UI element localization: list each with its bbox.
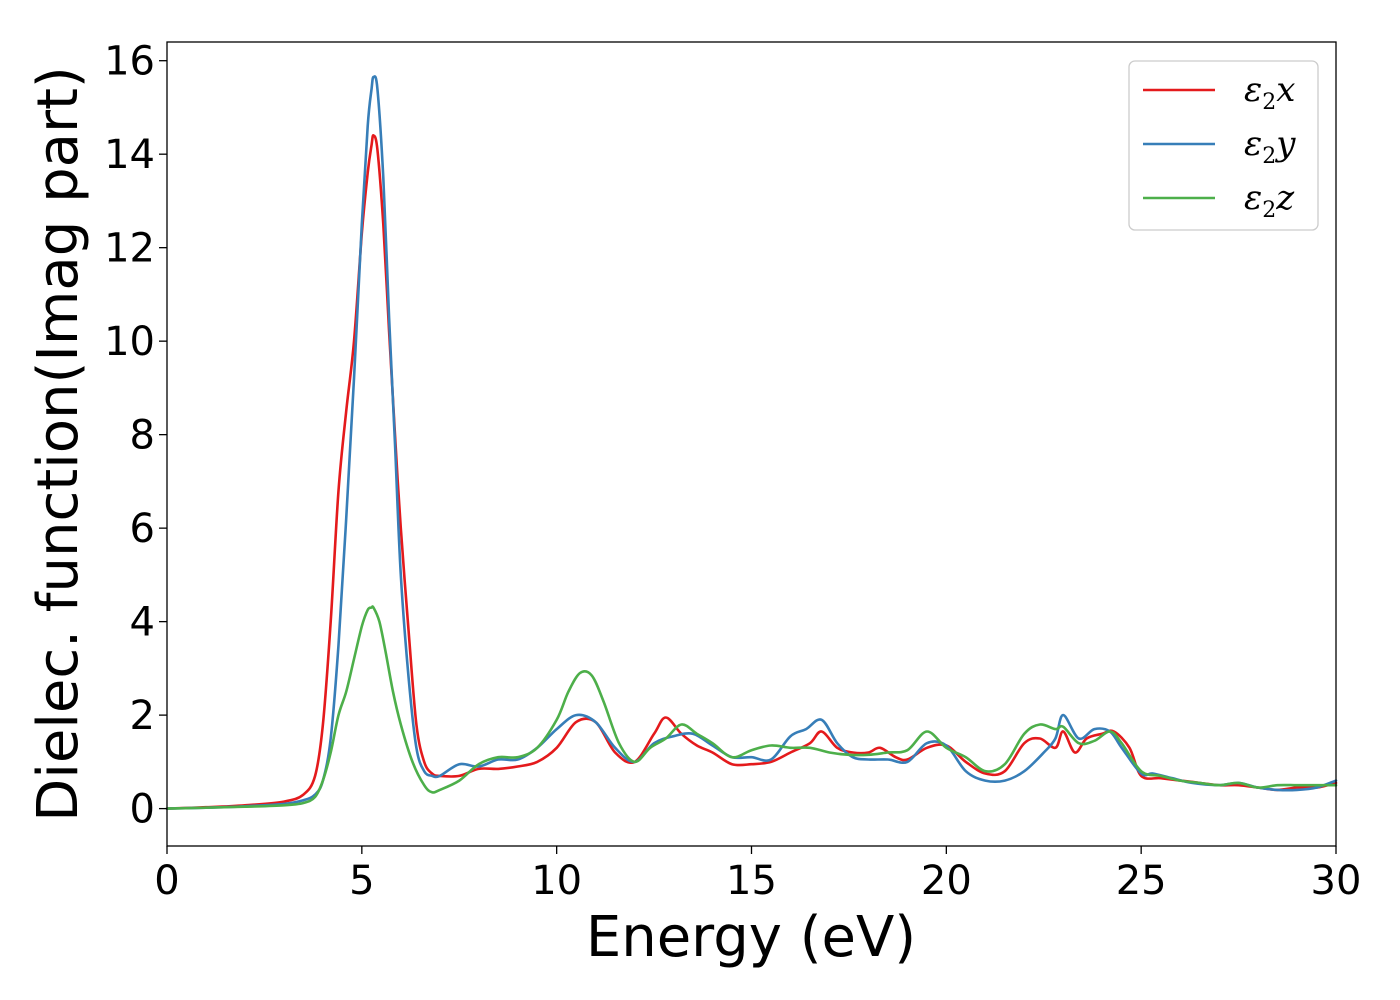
y-tick-label: 16 xyxy=(104,39,155,85)
series-line-x xyxy=(165,134,1338,810)
legend: ε2x ε2y ε2z xyxy=(1128,60,1319,231)
series-line-z xyxy=(165,605,1338,810)
y-axis-ticks: 0 2 4 6 8 10 12 14 16 xyxy=(104,39,167,833)
legend-label-z: ε2z xyxy=(1244,178,1295,223)
y-axis-title: Dielec. function(Imag part) xyxy=(26,66,91,822)
y-tick-label: 10 xyxy=(104,319,155,365)
y-tick-label: 14 xyxy=(104,132,155,178)
x-axis-title: Energy (eV) xyxy=(586,905,916,970)
y-tick-label: 2 xyxy=(130,693,155,739)
y-tick-label: 12 xyxy=(104,226,155,272)
x-tick-label: 15 xyxy=(726,858,777,904)
x-tick-label: 5 xyxy=(349,858,374,904)
x-tick-label: 10 xyxy=(531,858,582,904)
legend-label-y: ε2y xyxy=(1244,124,1296,169)
legend-box xyxy=(1128,60,1319,231)
plot-lines xyxy=(165,75,1338,810)
x-tick-label: 30 xyxy=(1311,858,1362,904)
x-tick-label: 0 xyxy=(154,858,179,904)
y-tick-label: 8 xyxy=(130,413,155,459)
legend-label-x: ε2x xyxy=(1244,70,1295,115)
x-tick-label: 20 xyxy=(921,858,972,904)
y-tick-label: 4 xyxy=(130,600,155,646)
y-tick-label: 0 xyxy=(130,787,155,833)
x-tick-label: 25 xyxy=(1116,858,1167,904)
x-axis-ticks: 0 5 10 15 20 25 30 xyxy=(154,846,1361,904)
y-tick-label: 6 xyxy=(130,506,155,552)
